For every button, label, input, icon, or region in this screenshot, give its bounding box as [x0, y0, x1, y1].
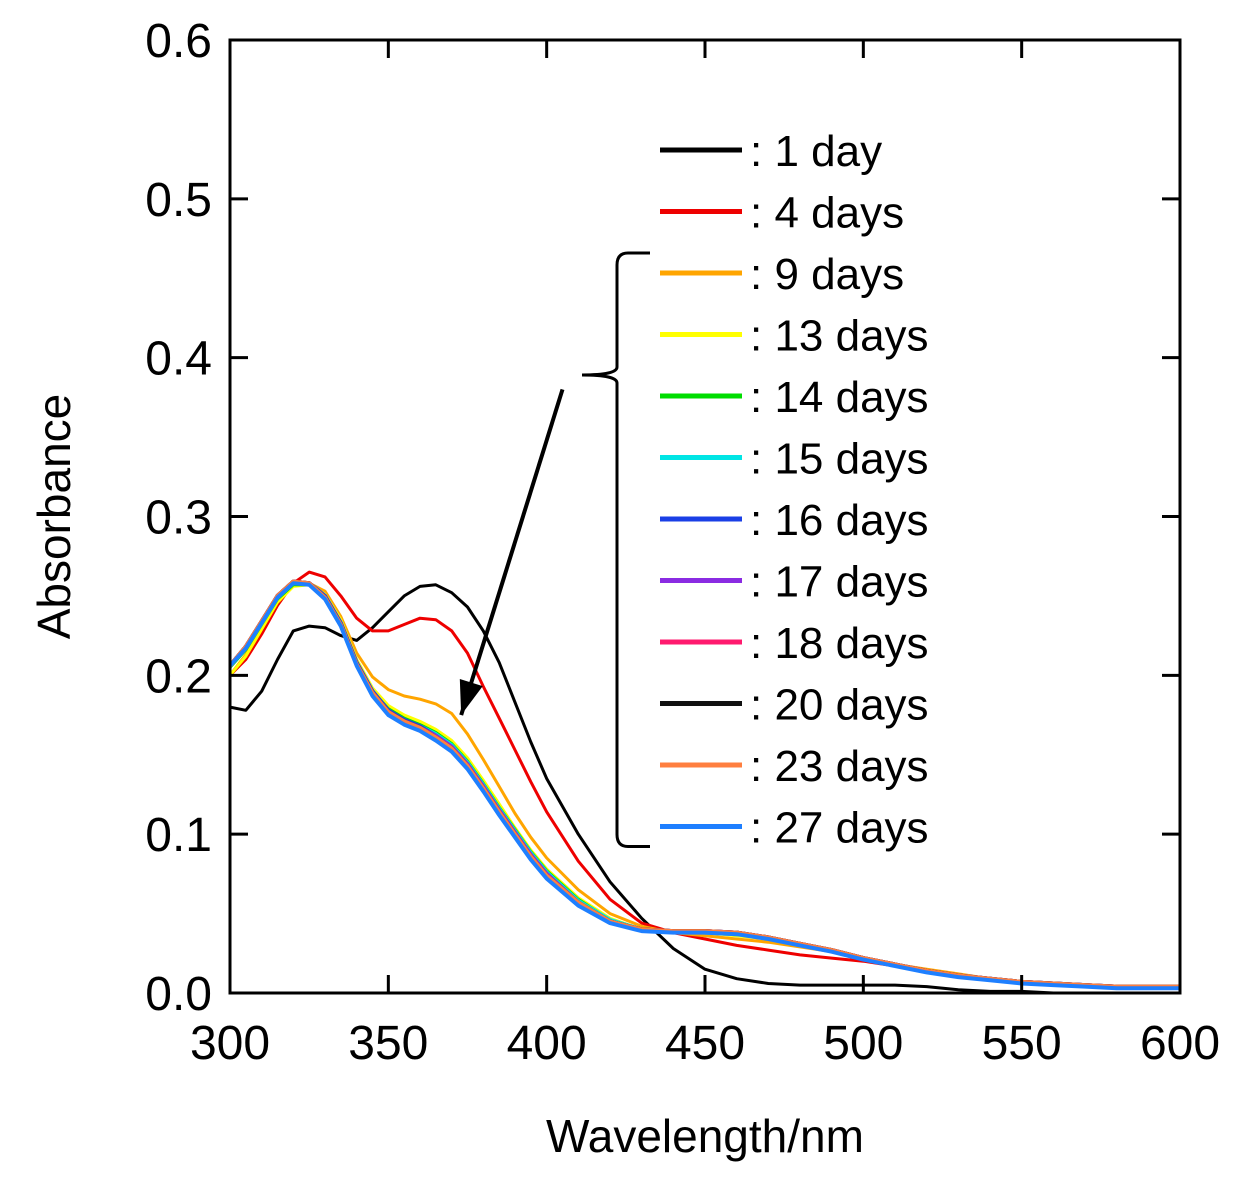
x-axis-label: Wavelength/nm — [546, 1110, 864, 1162]
series-line-1 — [229, 583, 1180, 995]
y-tick-label: 0.4 — [145, 333, 212, 386]
legend-group-brace — [581, 251, 650, 848]
y-tick-label: 0.6 — [145, 15, 212, 68]
legend-label: : 1 day — [750, 127, 882, 176]
axis-ticks: 300 350 400 450 500 550 600 0.0 0.1 0.2 0.3 0.4 0.5 0… — [145, 15, 1220, 1070]
x-tick-label: 500 — [823, 1017, 903, 1070]
legend-label: : 18 days — [750, 619, 929, 668]
legend: : 1 day : 4 days : 9 days : 13 days : 14 day… — [660, 127, 929, 853]
y-tick-label: 0.5 — [145, 174, 212, 227]
legend-label: : 4 days — [750, 189, 904, 238]
legend-label: : 14 days — [750, 373, 929, 422]
legend-label: : 9 days — [750, 250, 904, 299]
plot-area — [228, 570, 1180, 995]
legend-label: : 20 days — [750, 681, 929, 730]
y-tick-label: 0.3 — [145, 492, 212, 545]
legend-label: : 15 days — [750, 435, 929, 484]
y-tick-label: 0.1 — [145, 809, 212, 862]
trend-arrow-head — [459, 679, 483, 716]
y-tick-label: 0.2 — [145, 650, 212, 703]
x-tick-label: 400 — [507, 1017, 587, 1070]
series-line-12 — [228, 581, 1180, 991]
x-tick-label: 450 — [665, 1017, 745, 1070]
y-axis-label: Absorbance — [28, 394, 80, 640]
series-line-4 — [228, 583, 1180, 989]
legend-label: : 17 days — [750, 558, 929, 607]
legend-label: : 23 days — [750, 742, 929, 791]
series-line-2 — [228, 570, 1180, 990]
y-tick-label: 0.0 — [145, 968, 212, 1021]
x-tick-label: 350 — [348, 1017, 428, 1070]
annotations — [459, 251, 650, 848]
legend-label: : 27 days — [750, 804, 929, 853]
series-line-5 — [228, 583, 1180, 989]
x-tick-label: 300 — [190, 1017, 270, 1070]
legend-label: : 16 days — [750, 496, 929, 545]
x-tick-label: 550 — [982, 1017, 1062, 1070]
x-tick-label: 600 — [1140, 1017, 1220, 1070]
legend-label: : 13 days — [750, 312, 929, 361]
trend-arrow-shaft — [459, 388, 565, 716]
